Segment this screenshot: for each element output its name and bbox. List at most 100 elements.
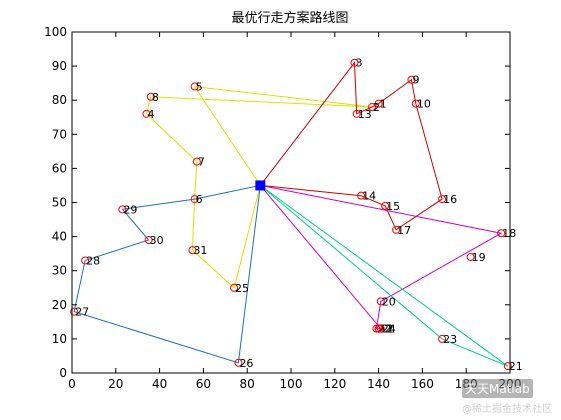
x-tick-label-20: 20	[108, 377, 123, 391]
point-label-20: 20	[382, 295, 396, 308]
point-21: 21	[503, 360, 523, 373]
x-tick-label-100: 100	[280, 377, 303, 391]
point-label-30: 30	[150, 234, 164, 247]
point-label-29: 29	[123, 203, 137, 216]
point-8: 8	[146, 91, 159, 104]
point-13: 13	[352, 108, 372, 121]
point-marker-20	[376, 297, 385, 306]
point-label-1: 1	[380, 98, 387, 111]
point-10: 10	[411, 98, 431, 111]
point-marker-16	[438, 195, 447, 204]
point-marker-13	[352, 109, 361, 118]
x-tick-label-160: 160	[411, 377, 434, 391]
point-label-4: 4	[147, 108, 154, 121]
point-marker-23	[438, 334, 447, 343]
route-2	[259, 61, 443, 231]
point-label-26: 26	[239, 357, 253, 370]
point-label-5: 5	[196, 81, 203, 94]
point-label-9: 9	[412, 74, 419, 87]
route-3	[73, 184, 261, 364]
route-1	[145, 85, 373, 289]
point-label-28: 28	[86, 254, 100, 267]
point-19: 19	[466, 251, 486, 264]
route-4	[259, 184, 503, 330]
point-label-25: 25	[235, 282, 249, 295]
point-marker-9	[407, 75, 416, 84]
point-26: 26	[234, 357, 253, 370]
point-label-23: 23	[443, 333, 457, 346]
point-marker-14	[357, 191, 366, 200]
point-24: 24	[376, 323, 396, 336]
point-label-16: 16	[443, 193, 457, 206]
point-marker-26	[234, 358, 243, 367]
point-28: 28	[81, 254, 100, 267]
point-3: 3	[350, 57, 363, 70]
point-31: 31	[188, 244, 207, 257]
point-marker-12	[374, 324, 383, 333]
point-1: 1	[374, 98, 387, 111]
y-tick-label-40: 40	[52, 230, 67, 244]
point-label-7: 7	[198, 156, 205, 169]
point-marker-19	[466, 253, 475, 262]
point-4: 4	[142, 108, 154, 121]
point-label-10: 10	[417, 98, 431, 111]
point-5: 5	[190, 81, 203, 94]
point-label-8: 8	[152, 91, 159, 104]
x-tick-label-0: 0	[68, 377, 76, 391]
point-label-2: 2	[373, 101, 380, 114]
y-tick-label-50: 50	[52, 196, 67, 210]
point-label-15: 15	[386, 200, 400, 213]
point-marker-21	[503, 362, 512, 371]
point-label-17: 17	[397, 224, 411, 237]
point-marker-31	[188, 246, 197, 255]
point-2: 2	[368, 101, 380, 114]
point-marker-5	[190, 82, 199, 91]
y-tick-label-100: 100	[44, 25, 67, 39]
point-marker-30	[144, 236, 153, 245]
point-marker-3	[350, 58, 359, 67]
point-marker-7	[192, 157, 201, 166]
point-6: 6	[190, 193, 203, 206]
point-marker-4	[142, 109, 151, 118]
y-tick-label-10: 10	[52, 332, 67, 346]
y-tick-label-90: 90	[52, 59, 67, 73]
x-tick-label-140: 140	[367, 377, 390, 391]
point-23: 23	[438, 333, 457, 346]
point-marker-8	[146, 92, 155, 101]
point-30: 30	[144, 234, 164, 247]
depot-marker	[255, 180, 266, 191]
point-label-27: 27	[75, 306, 89, 319]
point-label-6: 6	[196, 193, 203, 206]
point-marker-28	[81, 256, 90, 265]
y-tick-label-30: 30	[52, 264, 67, 278]
route-5	[259, 184, 509, 367]
point-marker-24	[376, 324, 385, 333]
x-tick-label-40: 40	[152, 377, 167, 391]
point-label-31: 31	[193, 244, 207, 257]
point-marker-15	[381, 201, 390, 210]
point-marker-10	[411, 99, 420, 108]
point-marker-18	[497, 229, 506, 238]
y-tick-label-20: 20	[52, 298, 67, 312]
watermark: 天天Matlab @稀土掘金技术社区	[462, 378, 558, 415]
point-marker-29	[118, 205, 127, 214]
point-marker-1	[374, 99, 383, 108]
watermark-sub: @稀土掘金技术社区	[462, 404, 552, 415]
routes-layer	[73, 61, 509, 367]
point-9: 9	[407, 74, 419, 87]
point-17: 17	[392, 224, 411, 237]
point-15: 15	[381, 200, 400, 213]
point-marker-17	[392, 225, 401, 234]
point-25: 25	[230, 282, 249, 295]
point-16: 16	[438, 193, 457, 206]
chart-title: 最优行走方案路线图	[231, 10, 348, 26]
point-marker-27	[70, 307, 79, 316]
y-tick-label-80: 80	[52, 93, 67, 107]
point-label-14: 14	[362, 190, 376, 203]
point-label-18: 18	[502, 227, 516, 240]
point-20: 20	[376, 295, 396, 308]
y-tick-label-70: 70	[52, 127, 67, 141]
point-marker-6	[190, 195, 199, 204]
